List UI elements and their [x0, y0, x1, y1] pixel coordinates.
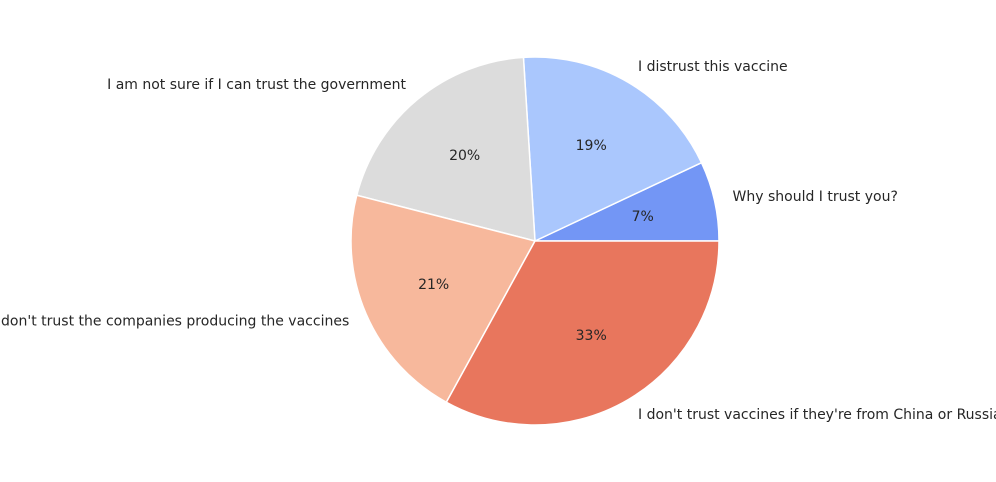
- pie-slice-3: [350, 194, 536, 403]
- pct-label-2: 20%: [449, 148, 480, 164]
- slice-label-0: Why should I trust you?: [733, 189, 898, 205]
- pie-slice-4: [445, 240, 720, 426]
- slice-label-3: I don't trust the companies producing th…: [0, 313, 349, 329]
- pct-label-1: 19%: [576, 138, 607, 154]
- pct-label-3: 21%: [418, 277, 449, 293]
- slice-label-2: I am not sure if I can trust the governm…: [107, 77, 406, 93]
- pie-slice-1: [522, 56, 703, 242]
- percentage-labels: 7% 19% 20% 21% 33%: [418, 138, 654, 344]
- slice-labels: Why should I trust you? I distrust this v…: [0, 59, 996, 423]
- pct-label-4: 33%: [576, 328, 607, 344]
- pie-slices: [350, 56, 720, 426]
- slice-label-1: I distrust this vaccine: [638, 59, 788, 75]
- pie-slice-2: [356, 56, 536, 242]
- slice-label-4: I don't trust vaccines if they're from C…: [638, 407, 996, 423]
- pct-label-0: 7%: [632, 209, 654, 225]
